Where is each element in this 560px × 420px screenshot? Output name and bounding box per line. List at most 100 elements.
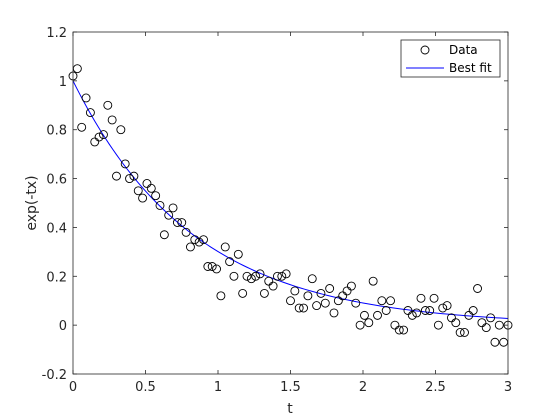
data-point [425, 306, 435, 315]
y-axis-label: exp(-tx) [24, 175, 40, 230]
data-point [490, 337, 500, 347]
legend-data-label: Data [449, 43, 478, 57]
data-point [368, 276, 378, 286]
data-point [85, 108, 95, 118]
data-point [420, 306, 430, 315]
data-point [194, 237, 204, 247]
data-point [394, 325, 404, 335]
data-point [133, 186, 143, 196]
y-tick-label: 0 [59, 319, 67, 334]
data-point [159, 230, 169, 240]
best-fit-line [72, 80, 509, 319]
data-point [229, 271, 239, 281]
data-point [312, 301, 322, 311]
data-point [455, 328, 465, 337]
data-point [438, 303, 448, 313]
data-point [120, 159, 130, 169]
data-point [233, 249, 243, 259]
x-axis-label: t [287, 401, 293, 417]
data-point [181, 227, 191, 237]
x-tick-label: 0 [69, 380, 77, 395]
x-tick-label: 1.5 [280, 380, 301, 395]
data-point [329, 308, 339, 318]
data-point [373, 310, 382, 320]
data-point [199, 235, 208, 245]
data-point [94, 132, 104, 142]
x-tick-label: 0.5 [135, 380, 156, 395]
data-point [320, 298, 330, 308]
data-point [281, 269, 291, 279]
data-point [98, 130, 108, 140]
data-point [203, 262, 213, 271]
data-point [112, 171, 121, 181]
data-point [107, 115, 117, 125]
x-axis-ticks: 0 0.5 1 1.5 2 2.5 3 [69, 32, 512, 395]
data-point [299, 303, 308, 313]
legend-box [400, 39, 501, 78]
data-point [207, 262, 217, 271]
data-point [151, 191, 161, 201]
data-point [172, 218, 182, 227]
data-point [190, 235, 200, 245]
y-tick-label: 0.8 [46, 124, 67, 139]
legend-fit-label: Best fit [449, 61, 492, 75]
data-point [255, 269, 265, 279]
data-point [481, 323, 491, 333]
data-point [225, 257, 235, 267]
data-point [316, 288, 326, 298]
data-point [177, 218, 187, 227]
y-axis-ticks: -0.2 0 0.2 0.4 0.6 0.8 1 1.2 [42, 26, 508, 383]
data-point [277, 271, 287, 281]
data-point [129, 171, 139, 181]
data-point [364, 318, 374, 328]
x-tick-label: 3 [504, 380, 512, 395]
data-point [259, 288, 269, 298]
y-tick-label: 0.6 [46, 173, 67, 188]
data-point [138, 193, 148, 203]
data-point [494, 320, 504, 330]
data-point [381, 306, 391, 315]
legend-data-marker [420, 45, 430, 55]
data-point [294, 303, 304, 313]
data-point [168, 203, 178, 213]
data-point [242, 271, 252, 281]
data-point [77, 122, 87, 132]
data-point [351, 298, 361, 308]
y-tick-label: 0.4 [46, 221, 67, 236]
data-point [286, 296, 295, 306]
data-point [433, 320, 443, 330]
data-point [346, 281, 356, 291]
x-tick-label: 1 [214, 380, 222, 395]
data-point [451, 318, 461, 328]
data-point [268, 281, 278, 291]
x-tick-label: 2.5 [425, 380, 446, 395]
data-point [116, 125, 126, 135]
data-point [290, 286, 300, 296]
data-point [486, 313, 496, 323]
data-point [407, 310, 417, 320]
y-tick-label: 0.2 [46, 270, 67, 285]
data-point [473, 284, 482, 293]
data-point [146, 183, 156, 193]
data-series [68, 64, 513, 347]
best-fit-series [72, 80, 509, 319]
data-point [442, 301, 452, 311]
data-point [155, 200, 165, 210]
data-point [185, 242, 195, 252]
data-point [429, 293, 439, 303]
data-point [238, 288, 248, 298]
data-point [460, 328, 469, 337]
data-point [416, 293, 426, 303]
data-point [251, 271, 261, 281]
y-tick-label: 1.2 [46, 26, 67, 41]
data-point [81, 93, 91, 103]
data-point [212, 264, 222, 274]
data-point [303, 291, 313, 301]
data-point [399, 325, 409, 335]
y-tick-label: -0.2 [42, 368, 67, 383]
data-point [468, 306, 478, 315]
data-point [246, 274, 256, 284]
y-tick-label: 1 [59, 75, 67, 90]
data-point [377, 296, 387, 306]
legend: Data Best fit [400, 39, 501, 78]
